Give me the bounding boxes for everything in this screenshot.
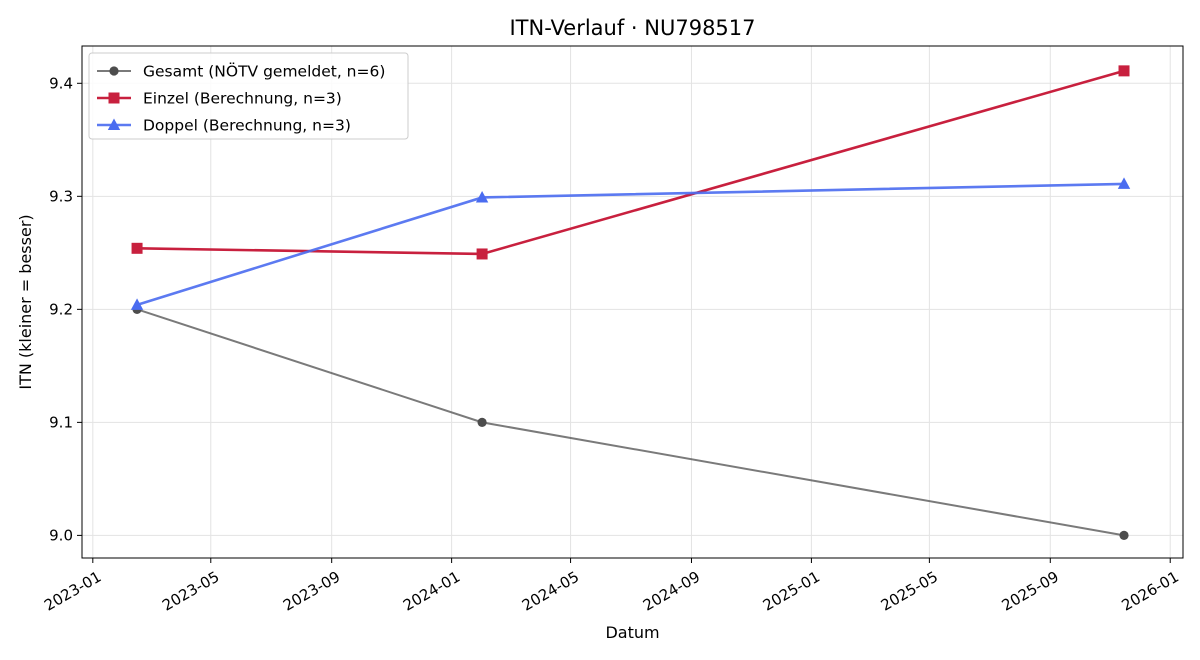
- y-tick-label: 9.2: [49, 300, 73, 318]
- y-tick-label: 9.0: [49, 526, 73, 544]
- legend-label: Doppel (Berechnung, n=3): [143, 117, 351, 135]
- series-3: [130, 177, 1131, 310]
- legend-label: Einzel (Berechnung, n=3): [143, 90, 342, 108]
- x-tick-label: 2024-01: [400, 568, 463, 615]
- chart-title: ITN-Verlauf · NU798517: [509, 16, 755, 40]
- x-tick-label: 2025-01: [760, 568, 823, 615]
- x-tick-label: 2026-01: [1119, 568, 1182, 615]
- legend-marker: [109, 66, 119, 76]
- x-tick-label: 2023-01: [41, 568, 104, 615]
- legend: Gesamt (NÖTV gemeldet, n=6) Einzel (Berec…: [88, 52, 409, 140]
- data-point: [475, 190, 489, 203]
- x-tick-label: 2023-09: [280, 568, 343, 615]
- data-point: [1119, 530, 1129, 540]
- axes: 2023-01 2023-05 2023-09 2024-01 2024-05 2024-…: [41, 74, 1182, 614]
- series-2: [131, 65, 1130, 260]
- x-tick-label: 2024-05: [519, 568, 582, 615]
- legend-marker: [108, 92, 120, 104]
- legend-marker: [107, 118, 121, 130]
- x-tick-label: 2025-05: [878, 568, 941, 615]
- data-point: [1117, 177, 1131, 189]
- x-axis-title: Datum: [605, 623, 659, 642]
- grid: [82, 46, 1183, 558]
- y-tick-label: 9.1: [49, 413, 73, 431]
- y-axis-title: ITN (kleiner = besser): [16, 214, 35, 389]
- legend-box: [88, 52, 409, 140]
- data-point: [130, 298, 144, 310]
- x-tick-label: 2025-09: [999, 568, 1062, 615]
- x-tick-label: 2023-05: [159, 568, 222, 615]
- series-line: [136, 182, 1125, 307]
- data-point: [476, 248, 488, 260]
- plot-frame: [81, 45, 1184, 559]
- x-tick-label: 2024-09: [640, 568, 703, 615]
- y-tick-label: 9.3: [49, 187, 73, 205]
- series-layer: [130, 65, 1131, 540]
- y-tick-label: 9.4: [49, 74, 73, 92]
- data-point: [477, 417, 487, 427]
- legend-label: Gesamt (NÖTV gemeldet, n=6): [143, 62, 385, 81]
- data-point: [131, 242, 143, 254]
- data-point: [1118, 65, 1130, 77]
